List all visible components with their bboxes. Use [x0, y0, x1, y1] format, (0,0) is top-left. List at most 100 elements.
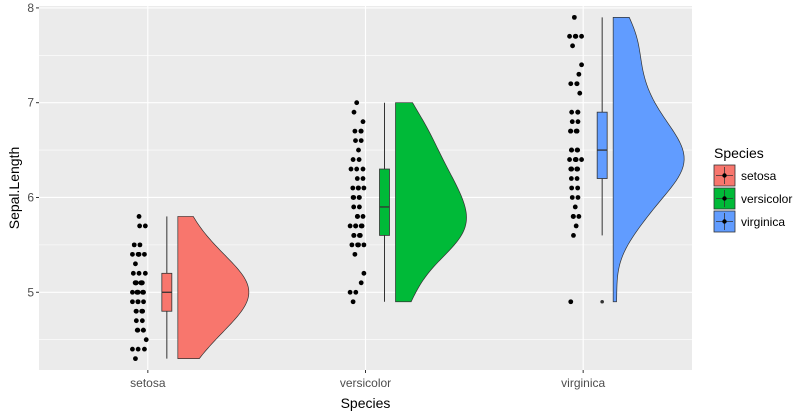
data-point — [360, 166, 366, 172]
data-point — [143, 337, 149, 343]
y-axis: 5 6 7 8 — [27, 1, 39, 299]
data-point — [352, 128, 358, 134]
data-point — [358, 128, 364, 134]
y-tick-label: 8 — [27, 1, 34, 15]
data-point — [353, 223, 359, 229]
data-point — [133, 261, 138, 267]
data-point — [137, 223, 143, 229]
data-point — [131, 242, 137, 248]
data-point — [567, 157, 572, 162]
series-virginica — [567, 14, 685, 305]
legend-key-point — [722, 219, 727, 224]
data-point — [360, 176, 366, 181]
data-point — [136, 251, 142, 257]
data-point — [141, 299, 146, 305]
data-point — [130, 270, 136, 276]
data-point — [576, 71, 582, 77]
data-point — [135, 327, 141, 333]
data-point — [356, 242, 361, 248]
data-point — [572, 204, 578, 210]
data-point — [575, 109, 581, 115]
box-versicolor — [379, 168, 390, 236]
data-point — [579, 62, 584, 68]
legend-label-versicolor: versicolor — [741, 192, 792, 206]
data-point — [571, 232, 576, 238]
data-point — [135, 299, 141, 305]
data-point — [351, 204, 357, 210]
data-point — [133, 356, 138, 362]
chart-marks — [130, 14, 685, 362]
violin-virginica — [612, 17, 685, 303]
data-point — [361, 270, 367, 276]
x-axis-title: Species — [341, 395, 391, 411]
data-point — [571, 14, 577, 20]
series-versicolor — [347, 100, 467, 305]
data-point — [359, 223, 365, 229]
data-point — [567, 33, 572, 39]
data-point — [133, 308, 139, 314]
data-point — [568, 81, 574, 87]
data-point — [569, 109, 575, 115]
data-point — [357, 232, 363, 238]
data-point — [137, 242, 143, 248]
legend-label-setosa: setosa — [741, 169, 777, 183]
data-point — [139, 280, 145, 286]
data-point — [568, 176, 574, 181]
data-point — [352, 251, 358, 257]
data-point — [351, 195, 357, 200]
data-point — [575, 147, 581, 153]
data-point — [351, 109, 357, 115]
x-tick-label: setosa — [130, 376, 166, 390]
data-point — [142, 346, 147, 352]
data-point — [573, 33, 579, 39]
data-point — [141, 289, 146, 295]
y-tick-label: 6 — [27, 190, 34, 204]
y-tick-label: 7 — [27, 96, 34, 110]
data-point — [574, 176, 580, 181]
data-point — [135, 346, 141, 352]
data-point — [576, 214, 582, 219]
legend-label-virginica: virginica — [741, 215, 785, 229]
data-point — [142, 251, 147, 257]
data-point — [350, 157, 356, 162]
legend: Species setosa versicolor virginica — [713, 145, 792, 233]
data-point — [357, 195, 362, 200]
data-point — [571, 214, 576, 219]
data-point — [354, 100, 360, 106]
outlier-point — [600, 299, 604, 304]
data-point — [574, 128, 580, 134]
data-point — [575, 166, 581, 172]
data-point — [361, 242, 367, 248]
data-point — [351, 232, 357, 238]
violin-versicolor — [395, 102, 467, 303]
data-point — [130, 346, 135, 352]
data-point — [568, 128, 574, 134]
data-point — [355, 214, 360, 219]
data-point — [354, 166, 360, 172]
data-point — [133, 318, 139, 324]
data-point — [357, 204, 362, 210]
data-point — [136, 270, 142, 276]
data-point — [348, 166, 354, 172]
legend-key-point — [722, 173, 727, 178]
data-point — [353, 289, 359, 295]
legend-key-point — [722, 196, 727, 201]
data-point — [349, 242, 355, 248]
data-point — [574, 81, 580, 87]
data-point — [140, 308, 146, 314]
data-point — [360, 214, 366, 219]
data-point — [361, 185, 367, 191]
data-point — [135, 289, 141, 295]
data-point — [353, 138, 358, 144]
data-point — [139, 318, 145, 324]
series-setosa — [130, 214, 250, 362]
violin-setosa — [177, 216, 250, 359]
data-point — [358, 280, 364, 286]
data-point — [569, 166, 575, 172]
data-point — [575, 195, 581, 200]
data-point — [356, 147, 361, 153]
data-point — [142, 223, 148, 229]
data-point — [356, 157, 362, 162]
y-tick-label: 5 — [27, 285, 34, 299]
x-tick-label: virginica — [561, 376, 605, 390]
